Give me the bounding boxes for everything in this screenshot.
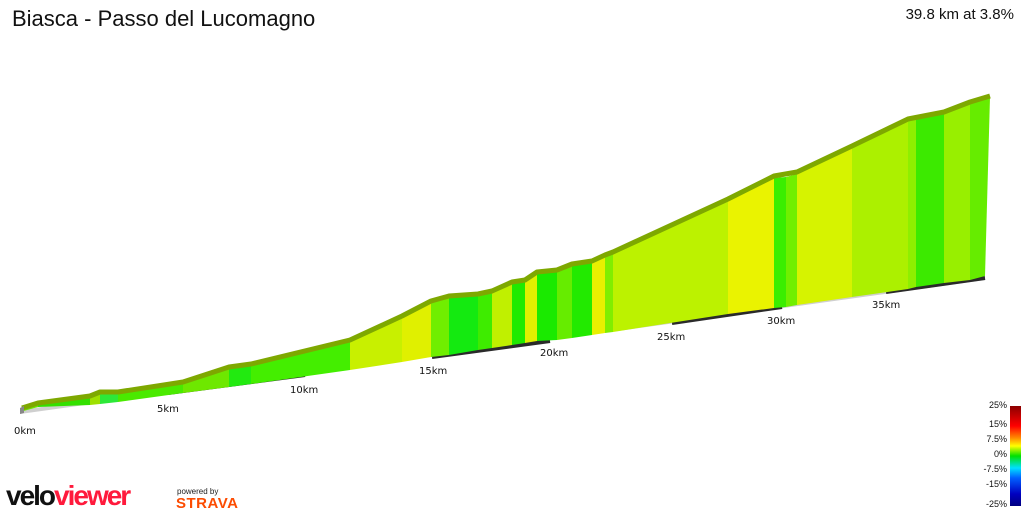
svg-text:5km: 5km (157, 404, 179, 415)
legend-label: -25% (985, 499, 1007, 509)
legend-label: -15% (985, 479, 1007, 489)
svg-text:30km: 30km (767, 316, 795, 327)
gradient-color-scale (1010, 406, 1021, 506)
veloviewer-logo[interactable]: veloviewer (6, 480, 131, 511)
svg-text:10km: 10km (290, 385, 318, 396)
start-cap (20, 406, 24, 414)
legend-label: 7.5% (986, 434, 1007, 444)
route-title: Biasca - Passo del Lucomagno (12, 6, 316, 31)
svg-text:0km: 0km (14, 426, 36, 437)
strava-logo[interactable]: STRAVA (176, 495, 239, 512)
svg-text:35km: 35km (872, 300, 900, 311)
powered-by-text: powered by (177, 487, 219, 496)
route-summary: 39.8 km at 3.8% (905, 6, 1014, 23)
legend-label: 0% (993, 449, 1007, 459)
svg-text:20km: 20km (540, 348, 568, 359)
svg-text:25km: 25km (657, 332, 685, 343)
profile-segments (20, 97, 990, 412)
svg-text:15km: 15km (419, 366, 447, 377)
legend-label: 25% (988, 400, 1007, 410)
legend-label: 15% (988, 419, 1007, 429)
profile-top-edge (21, 93, 991, 411)
x-axis-labels: 0km 5km 10km 15km 20km 25km 30km 35km (14, 300, 900, 437)
legend-label: -7.5% (983, 464, 1007, 474)
